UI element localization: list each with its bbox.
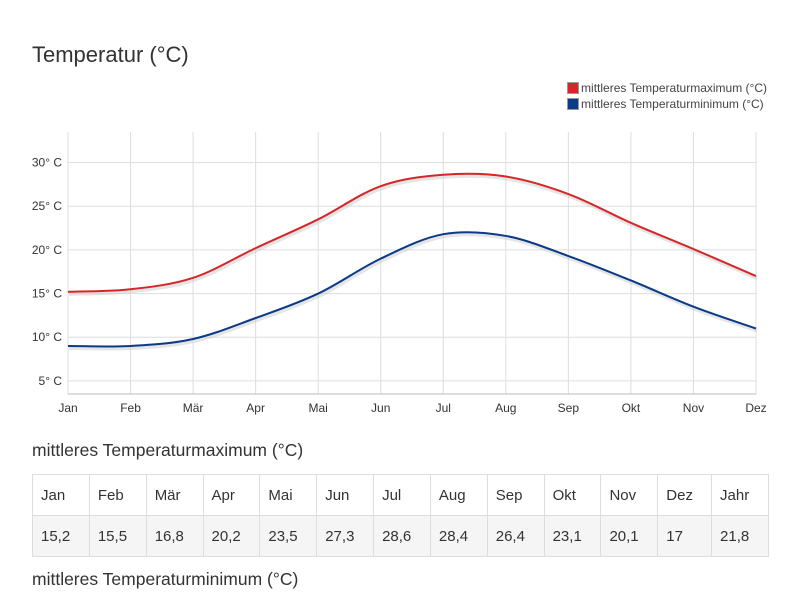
- table-max-title: mittleres Temperaturmaximum (°C): [32, 440, 304, 460]
- table-header-cell: Okt: [543, 474, 602, 516]
- y-tick-label: 5° C: [39, 374, 63, 388]
- table-header-cell: Nov: [600, 474, 659, 516]
- series-shadow: [68, 232, 758, 351]
- table-value-cell: 15,5: [88, 515, 147, 557]
- table-value-cell: 23,5: [259, 515, 318, 557]
- table-value-row: 15,2 15,5 16,8 20,2 23,5 27,3 28,6 28,4 26,4 23,1…: [32, 515, 769, 557]
- x-tick-label: Sep: [558, 401, 580, 415]
- table-header-row: Jan Feb Mär Apr Mai Jun Jul Aug Sep Okt Nov Dez Jahr: [32, 474, 769, 516]
- table-value-cell: 21,8: [711, 515, 769, 557]
- series-shadow: [68, 173, 758, 296]
- x-tick-label: Jun: [371, 401, 390, 415]
- table-header-cell: Feb: [88, 474, 147, 516]
- table-value-cell: 20,2: [202, 515, 261, 557]
- chart-title: Temperatur (°C): [32, 42, 189, 67]
- legend-swatch-min: [567, 98, 580, 110]
- table-value-cell: 15,2: [32, 515, 90, 557]
- legend-label-max: mittleres Temperaturmaximum (°C): [581, 81, 767, 95]
- table-header-cell: Jahr: [711, 474, 769, 516]
- x-tick-label: Jan: [58, 401, 77, 415]
- y-tick-label: 25° C: [32, 199, 62, 213]
- legend-item-min[interactable]: mittleres Temperaturminimum (°C): [567, 96, 767, 112]
- legend-item-max[interactable]: mittleres Temperaturmaximum (°C): [567, 80, 767, 96]
- table-header-cell: Mär: [145, 474, 204, 516]
- x-tick-label: Aug: [495, 401, 516, 415]
- x-tick-label: Apr: [246, 401, 265, 415]
- x-tick-label: Mär: [183, 401, 204, 415]
- table-value-cell: 20,1: [600, 515, 659, 557]
- table-header-cell: Mai: [259, 474, 318, 516]
- table-value-cell: 26,4: [486, 515, 545, 557]
- x-tick-label: Dez: [745, 401, 766, 415]
- series-line-max: [67, 172, 757, 293]
- x-tick-label: Okt: [622, 401, 641, 415]
- table-header-cell: Aug: [429, 474, 488, 516]
- legend-label-min: mittleres Temperaturminimum (°C): [581, 97, 764, 111]
- chart-legend: mittleres Temperaturmaximum (°C) mittler…: [567, 80, 767, 112]
- x-tick-label: Jul: [436, 401, 451, 415]
- table-header-cell: Apr: [202, 474, 261, 516]
- x-tick-label: Feb: [120, 401, 141, 415]
- table-max: Jan Feb Mär Apr Mai Jun Jul Aug Sep Okt Nov Dez Jahr…: [32, 474, 769, 557]
- y-tick-label: 30° C: [32, 156, 62, 170]
- table-header-cell: Jul: [373, 474, 431, 516]
- table-min-title: mittleres Temperaturminimum (°C): [32, 569, 299, 589]
- table-value-cell: 23,1: [543, 515, 602, 557]
- table-value-cell: 27,3: [316, 515, 375, 557]
- table-value-cell: 28,4: [429, 515, 488, 557]
- table-value-cell: 17: [657, 515, 713, 557]
- table-header-cell: Sep: [486, 474, 545, 516]
- table-header-cell: Jan: [32, 474, 90, 516]
- table-header-cell: Dez: [657, 474, 713, 516]
- y-tick-label: 15° C: [32, 287, 62, 301]
- table-value-cell: 28,6: [373, 515, 431, 557]
- table-header-cell: Jun: [316, 474, 375, 516]
- line-chart: 5° C 10° C 15° C 20° C 25° C 30° C Jan Feb Mär Ap…: [32, 132, 767, 415]
- series-line-min: [67, 231, 757, 348]
- x-tick-label: Nov: [683, 401, 704, 415]
- legend-swatch-max: [567, 82, 580, 94]
- x-tick-label: Mai: [309, 401, 328, 415]
- table-value-cell: 16,8: [145, 515, 204, 557]
- y-tick-label: 20° C: [32, 243, 62, 257]
- y-tick-label: 10° C: [32, 330, 62, 344]
